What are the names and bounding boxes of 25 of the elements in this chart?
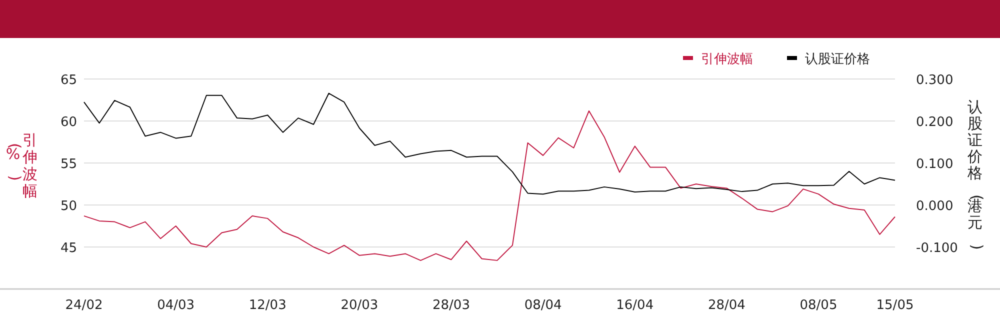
x-tick-label: 12/03 (248, 298, 286, 313)
x-tick-label: 20/03 (340, 298, 378, 313)
line-series (84, 92, 896, 195)
y-tick-label: 65 (60, 73, 77, 88)
x-tick-label: 15/05 (876, 298, 914, 313)
x-tick-label: 08/05 (800, 298, 838, 313)
y2-axis-title: 认股证价格(港元) (968, 98, 986, 250)
y-tick-label: 55 (60, 157, 77, 172)
x-tick-label: 04/03 (157, 298, 195, 313)
y-tick-label: 50 (60, 199, 77, 214)
legend-label: 引伸波幅 (701, 52, 753, 67)
x-tick-label: 08/04 (524, 298, 562, 313)
line-series (84, 110, 896, 261)
y-tick-label: 45 (60, 241, 77, 256)
y-tick-label: 60 (60, 115, 77, 130)
y2-tick-label: -0.100 (916, 241, 958, 256)
x-tick-label: 16/04 (616, 298, 654, 313)
y2-tick-label: 0.300 (916, 73, 954, 88)
y2-tick-label: 0.200 (916, 115, 954, 130)
y2-tick-label: 0.000 (916, 199, 954, 214)
legend-label: 认股证价格 (805, 52, 870, 67)
x-tick-label: 28/04 (708, 298, 746, 313)
x-tick-label: 24/02 (65, 298, 103, 313)
x-tick-label: 28/03 (432, 298, 470, 313)
y2-tick-label: 0.100 (916, 157, 954, 172)
